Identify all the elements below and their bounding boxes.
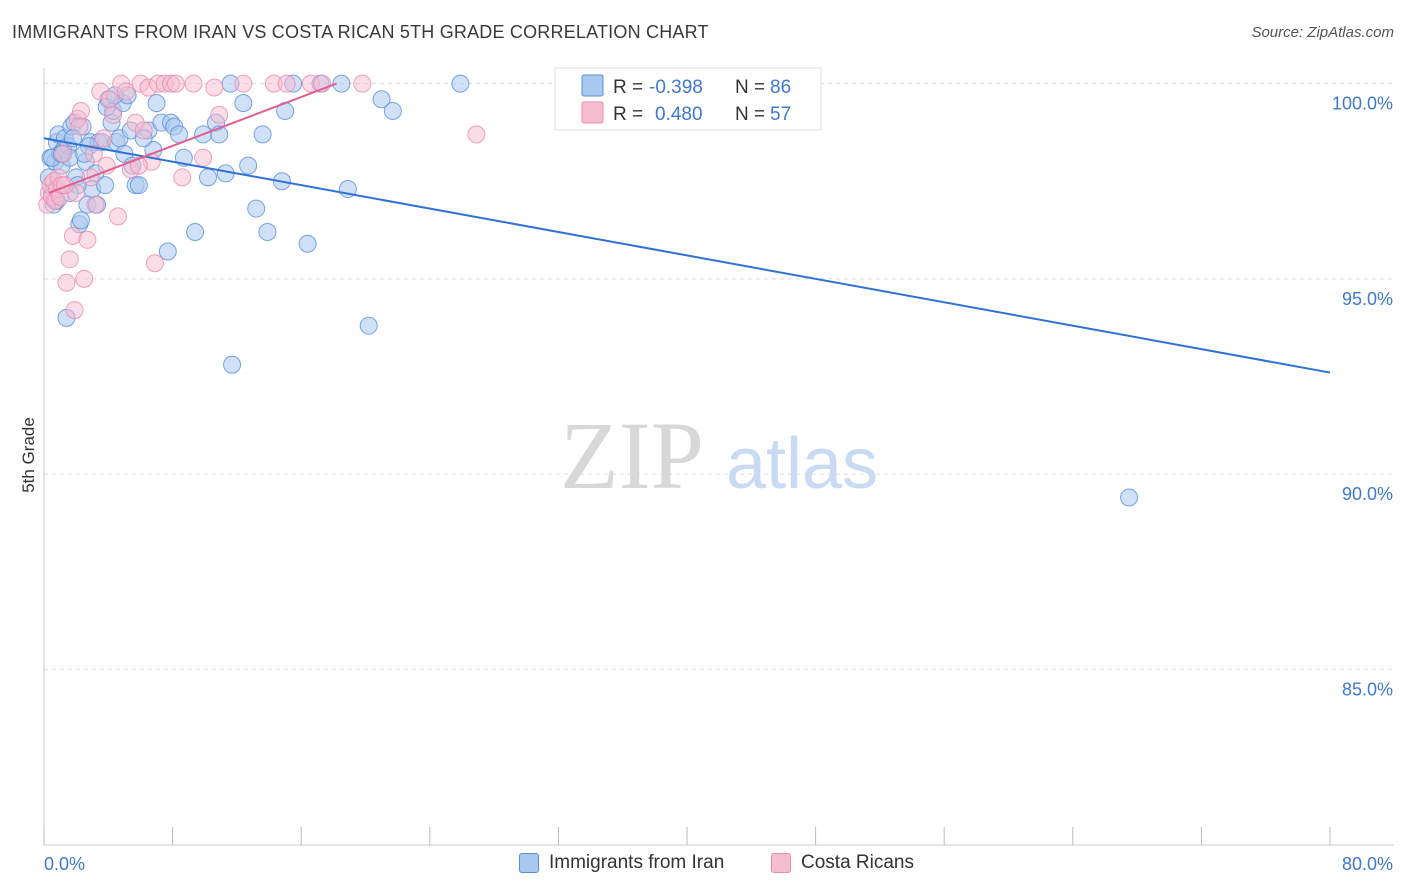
legend-swatch-costa-bottom [771,853,791,873]
iran-point [383,101,402,120]
costa-point [104,105,123,124]
x-tick-label-max: 80.0% [1342,854,1393,874]
costa-point [57,273,76,292]
legend-r-value-costa: 0.480 [655,104,703,125]
costa-point [205,78,224,97]
legend-item-iran: Immigrants from Iran [519,852,724,874]
iran-point [234,94,253,113]
watermark-atlas: atlas [726,424,878,504]
iran-point [253,125,272,144]
iran-point [258,222,277,241]
costa-point [145,254,164,273]
iran-point [247,199,266,218]
costa-point [70,117,89,136]
y-axis-label: 5th Grade [19,417,38,493]
costa-point [100,90,119,109]
legend-n-label-iran: N = [735,77,770,98]
legend-n-value-iran: 86 [770,77,791,98]
legend-item-costa: Costa Ricans [771,852,914,874]
chart-title: IMMIGRANTS FROM IRAN VS COSTA RICAN 5TH … [12,22,709,42]
legend-label-iran: Immigrants from Iran [549,852,725,873]
legend-swatch-costa [581,101,604,124]
costa-point [108,207,127,226]
iran-point [372,90,391,109]
iran-point [71,211,90,230]
y-tick-label: 90.0% [1342,484,1393,504]
legend-swatch-iran [581,74,604,97]
iran-point [198,168,217,187]
y-tick-label: 95.0% [1342,289,1393,309]
legend-n-label-costa: N = [735,104,770,125]
iran-point [332,74,351,93]
legend-label-costa: Costa Ricans [801,852,914,873]
iran-point [298,234,317,253]
costa-point [116,82,135,101]
costa-point [166,74,185,93]
y-tick-label: 100.0% [1332,94,1393,114]
costa-point [60,250,79,269]
costa-point [173,168,192,187]
costa-point [134,121,153,140]
iran-point [129,176,148,195]
iran-point [158,242,177,261]
costa-point [184,74,203,93]
costa-point [194,148,213,167]
watermark-zip: ZIP [560,402,704,509]
iran-point [239,156,258,175]
legend-swatch-iran-bottom [519,853,539,873]
legend-r-label-iran: R = [613,77,648,98]
costa-point [54,144,73,163]
legend-r-label-costa: R = [613,104,648,125]
costa-point [86,195,105,214]
legend-r-value-iran: -0.398 [649,77,703,98]
costa-point [75,269,94,288]
iran-point [223,355,242,374]
costa-point [210,105,229,124]
costa-trend-line [48,82,337,194]
costa-points [38,74,486,320]
costa-point [71,101,90,120]
axis-layer: 85.0% 90.0% 95.0% 100.0% 0.0% 80.0% [43,68,1394,874]
iran-point [186,222,205,241]
iran-point [359,316,378,335]
costa-point [78,230,97,249]
iran-point [96,176,115,195]
costa-point [234,74,253,93]
costa-point [467,125,486,144]
y-tick-label: 85.0% [1342,679,1393,699]
iran-point [1120,488,1139,507]
watermark: ZIP atlas [560,402,878,509]
iran-trend-line [43,137,1331,374]
costa-point [94,129,113,148]
legend-n-value-costa: 57 [770,104,791,125]
costa-point [277,74,296,93]
costa-point [84,144,103,163]
source-label: Source: ZipAtlas.com [1251,24,1394,41]
trend-layer [43,82,1331,374]
costa-point [353,74,372,93]
legend-box: R = -0.398 N = 86 R = 0.480 N = 57 [554,67,822,131]
costa-point [65,301,84,320]
iran-point [147,94,166,113]
bottom-legend: Immigrants from Iran Costa Ricans [0,852,1406,878]
iran-point [451,74,470,93]
x-tick-label-min: 0.0% [44,854,85,874]
